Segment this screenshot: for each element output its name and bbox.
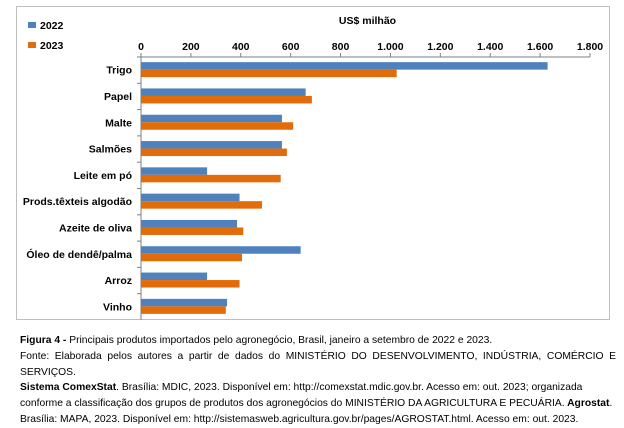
caption-line-2: Fonte: Elaborada pelos autores a partir … — [20, 349, 616, 381]
x-tick-label: 1.800 — [577, 41, 603, 53]
bar-2023 — [141, 148, 287, 157]
figure-text: Principais produtos importados pelo agro… — [66, 335, 493, 346]
bar-2022 — [141, 193, 240, 202]
bar-2023 — [141, 201, 262, 209]
category-label: Papel — [104, 91, 132, 103]
bar-2022 — [141, 219, 238, 228]
category-label: Azeite de oliva — [59, 222, 132, 234]
legend-label-2022: 2022 — [40, 20, 64, 32]
bar-2022 — [141, 298, 228, 307]
chart-frame: US$ milhão 0 200 400 600 800 1.000 1.200 1.400 1.… — [16, 6, 610, 320]
source-bold-2: Agrostat — [564, 398, 610, 410]
figure-caption: Figura 4 - Principais produtos importado… — [20, 333, 616, 428]
x-tick-label: 600 — [282, 41, 300, 53]
bar-2023 — [141, 306, 226, 314]
bar-2022 — [141, 246, 301, 254]
category-label: Leite em pó — [74, 170, 132, 182]
caption-line-1: Figura 4 - Principais produtos importado… — [20, 333, 616, 349]
source-text-4: Brasília: MAPA, 2023. Disponível em: htt… — [20, 413, 579, 425]
x-tick-label: 200 — [182, 41, 200, 53]
category-label: Trigo — [106, 65, 132, 77]
x-tick-label: 0 — [138, 41, 144, 53]
bar-2022 — [141, 62, 548, 70]
x-tick-label: 800 — [332, 41, 350, 53]
category-label: Vinho — [103, 301, 132, 313]
category-label: Malte — [105, 117, 132, 129]
source-text-2: . Brasília: MDIC, 2023. Disponível em: h… — [116, 382, 583, 394]
source-text-3: conforme a classificação dos grupos de p… — [20, 398, 565, 410]
bar-2023 — [141, 69, 397, 78]
source-text-1: Fonte: Elaborada pelos autores a partir … — [20, 350, 616, 378]
category-label: Salmões — [89, 144, 132, 156]
source-bold-1: Sistema ComexStat — [20, 382, 117, 394]
category-label: Arroz — [105, 275, 132, 287]
bar-2022 — [141, 272, 208, 281]
bar-2023 — [141, 253, 243, 262]
category-label: Óleo de dendê/palma — [26, 248, 132, 261]
bar-2023 — [141, 174, 281, 183]
x-tick-label: 1.000 — [377, 41, 403, 53]
bar-2022 — [141, 141, 282, 149]
caption-line-3: Sistema ComexStat. Brasília: MDIC, 2023.… — [20, 380, 616, 396]
bar-2023 — [141, 280, 240, 288]
bar-2023 — [141, 122, 294, 130]
figure-label: Figura 4 - — [20, 335, 67, 346]
chart-title: US$ milhão — [339, 15, 396, 27]
source-text-3-end: . — [609, 398, 613, 410]
caption-line-4: conforme a classificação dos grupos de p… — [20, 396, 616, 412]
x-tick-label: 400 — [232, 41, 250, 53]
bar-2023 — [141, 227, 244, 235]
bar-2022 — [141, 167, 208, 175]
category-label: Prods.têxteis algodão — [23, 196, 132, 208]
bar-chart: US$ milhão 0 200 400 600 800 1.000 1.200 1.400 1.… — [23, 15, 603, 320]
x-tick-label: 1.400 — [477, 41, 503, 53]
legend-swatch-2022 — [28, 22, 36, 28]
x-tick-label: 1.200 — [427, 41, 453, 53]
bar-2022 — [141, 88, 306, 96]
legend-label-2023: 2023 — [40, 40, 64, 52]
legend-swatch-2023 — [28, 42, 36, 48]
bar-2022 — [141, 114, 282, 123]
caption-line-5: Brasília: MAPA, 2023. Disponível em: htt… — [20, 412, 616, 428]
x-tick-label: 1.600 — [527, 41, 553, 53]
bar-2023 — [141, 95, 312, 104]
